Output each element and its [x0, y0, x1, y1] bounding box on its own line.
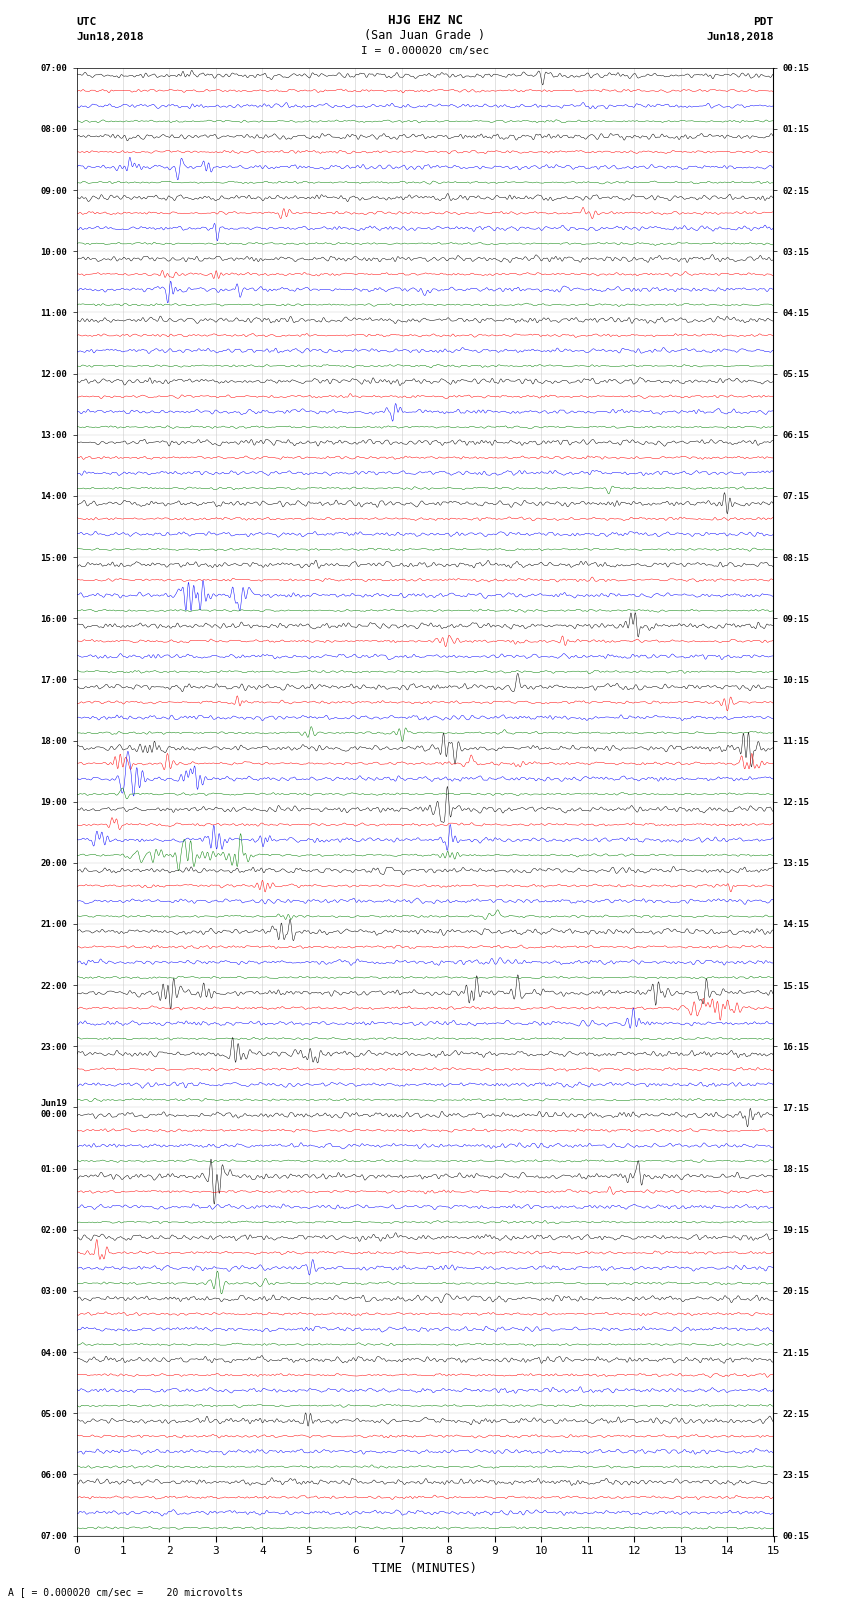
- Text: UTC: UTC: [76, 18, 97, 27]
- Text: Jun18,2018: Jun18,2018: [706, 32, 774, 42]
- Text: HJG EHZ NC: HJG EHZ NC: [388, 15, 462, 27]
- Text: (San Juan Grade ): (San Juan Grade ): [365, 29, 485, 42]
- X-axis label: TIME (MINUTES): TIME (MINUTES): [372, 1561, 478, 1574]
- Text: A [ = 0.000020 cm/sec =    20 microvolts: A [ = 0.000020 cm/sec = 20 microvolts: [8, 1587, 243, 1597]
- Text: Jun18,2018: Jun18,2018: [76, 32, 144, 42]
- Text: PDT: PDT: [753, 18, 774, 27]
- Text: I = 0.000020 cm/sec: I = 0.000020 cm/sec: [361, 47, 489, 56]
